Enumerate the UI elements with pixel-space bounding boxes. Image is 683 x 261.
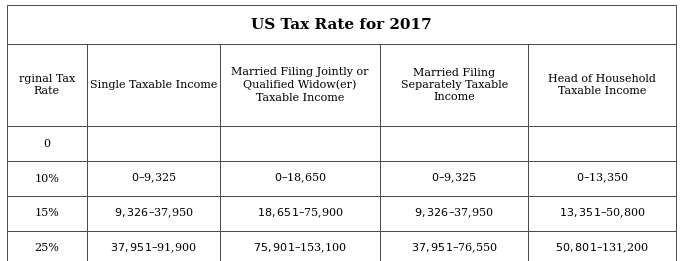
Text: $0 – $9,325: $0 – $9,325 xyxy=(432,172,477,185)
Bar xyxy=(7,231,87,261)
Text: $37,951 – $76,550: $37,951 – $76,550 xyxy=(410,242,498,255)
Bar xyxy=(528,196,676,231)
Bar xyxy=(87,196,220,231)
Bar xyxy=(7,161,87,196)
Bar xyxy=(528,126,676,161)
Text: Married Filing
Separately Taxable
Income: Married Filing Separately Taxable Income xyxy=(400,68,508,102)
Text: $9,326 – $37,950: $9,326 – $37,950 xyxy=(113,207,193,220)
Text: Head of Household
Taxable Income: Head of Household Taxable Income xyxy=(548,74,656,96)
Bar xyxy=(87,231,220,261)
Bar xyxy=(380,126,528,161)
Bar xyxy=(87,126,220,161)
Text: $13,351 – $50,800: $13,351 – $50,800 xyxy=(559,207,645,220)
Text: $37,951 – $91,900: $37,951 – $91,900 xyxy=(110,242,197,255)
Bar xyxy=(528,231,676,261)
Text: $18,651 – $75,900: $18,651 – $75,900 xyxy=(257,207,344,220)
Bar xyxy=(380,231,528,261)
Bar xyxy=(380,44,528,126)
Bar xyxy=(220,196,380,231)
Bar xyxy=(220,231,380,261)
Text: $0 – $18,650: $0 – $18,650 xyxy=(274,172,326,185)
Text: 25%: 25% xyxy=(34,244,59,253)
Text: Single Taxable Income: Single Taxable Income xyxy=(89,80,217,90)
Bar xyxy=(220,44,380,126)
Text: US Tax Rate for 2017: US Tax Rate for 2017 xyxy=(251,17,432,32)
Bar xyxy=(220,161,380,196)
Text: Married Filing Jointly or
Qualified Widow(er)
Taxable Income: Married Filing Jointly or Qualified Wido… xyxy=(232,67,369,103)
Bar xyxy=(7,126,87,161)
Text: $75,901 – $153,100: $75,901 – $153,100 xyxy=(253,242,347,255)
Bar xyxy=(528,161,676,196)
Text: 10%: 10% xyxy=(34,174,59,183)
Text: 15%: 15% xyxy=(34,209,59,218)
Bar xyxy=(528,44,676,126)
Text: rginal Tax
Rate: rginal Tax Rate xyxy=(18,74,75,96)
Text: $0 – $13,350: $0 – $13,350 xyxy=(576,172,628,185)
Text: $9,326 – $37,950: $9,326 – $37,950 xyxy=(415,207,494,220)
Bar xyxy=(7,196,87,231)
Bar xyxy=(87,161,220,196)
Bar xyxy=(87,44,220,126)
Bar xyxy=(7,5,676,44)
Bar xyxy=(220,126,380,161)
Text: $50,801 – $131,200: $50,801 – $131,200 xyxy=(555,242,649,255)
Bar xyxy=(7,44,87,126)
Bar xyxy=(380,161,528,196)
Bar xyxy=(380,196,528,231)
Text: 0: 0 xyxy=(43,139,51,149)
Text: $0 – $9,325: $0 – $9,325 xyxy=(130,172,176,185)
